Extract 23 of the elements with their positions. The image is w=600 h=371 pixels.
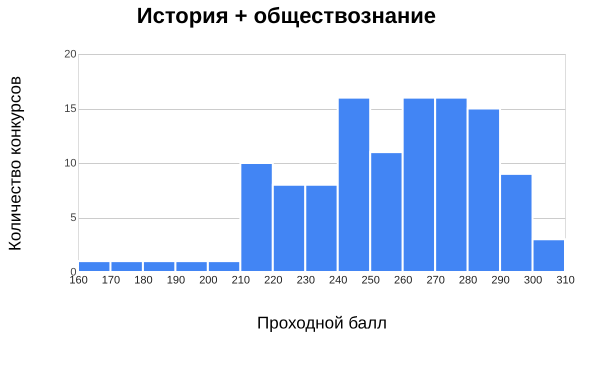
x-tick-label: 300 — [524, 274, 542, 286]
y-tick-label: 10 — [64, 158, 76, 170]
x-tick-label: 260 — [394, 274, 412, 286]
x-tick-label: 190 — [166, 274, 186, 286]
y-axis-title: Количество конкурсов — [5, 76, 24, 252]
y-tick-label: 5 — [70, 212, 76, 224]
x-tick-label: 230 — [296, 274, 315, 286]
y-tick-label: 20 — [64, 48, 76, 60]
x-tick-label: 210 — [232, 274, 250, 286]
x-axis-title: Проходной балл — [257, 314, 387, 332]
x-tick-label: 180 — [134, 274, 153, 286]
x-tick-label: 220 — [264, 274, 282, 286]
x-tick-label: 160 — [69, 274, 88, 286]
x-tick-label: 310 — [556, 274, 575, 286]
x-tick-label: 240 — [329, 274, 348, 286]
y-tick-label: 15 — [64, 103, 76, 115]
x-tick-label: 270 — [426, 274, 445, 286]
x-tick-label: 290 — [491, 274, 510, 286]
chart-title: История + обществознание — [136, 3, 436, 28]
x-tick-label: 200 — [199, 274, 218, 286]
x-tick-label: 250 — [362, 274, 380, 286]
x-tick-label: 280 — [458, 274, 478, 286]
x-tick-label: 170 — [102, 274, 120, 286]
